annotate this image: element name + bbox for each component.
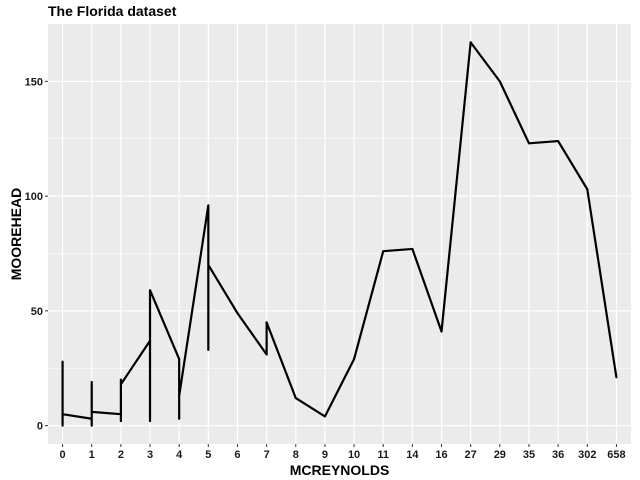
y-axis: 0 50 100 150 <box>25 76 48 433</box>
data-point <box>149 289 151 292</box>
series-layer <box>61 41 618 427</box>
data-point <box>353 358 355 360</box>
x-tick-label: 1 <box>89 449 95 461</box>
data-point <box>119 413 122 416</box>
data-point <box>382 250 385 253</box>
x-tick-label: 16 <box>435 449 447 461</box>
x-tick-label: 8 <box>293 449 299 461</box>
x-tick-label: 658 <box>607 449 625 461</box>
x-tick-label: 302 <box>578 449 596 461</box>
x-tick-label: 29 <box>494 449 506 461</box>
x-axis: 0 1 2 3 4 5 6 7 8 9 10 11 14 16 27 29 35 36 302 658 <box>60 444 626 461</box>
x-tick-label: 5 <box>205 449 211 461</box>
data-point <box>149 339 151 342</box>
data-point <box>178 394 181 397</box>
x-axis-title: MCREYNOLDS <box>290 462 390 478</box>
data-point <box>178 417 181 420</box>
x-tick-label: 0 <box>60 449 66 461</box>
data-point <box>236 312 239 315</box>
x-tick-label: 7 <box>264 449 270 461</box>
y-tick-label: 100 <box>25 191 43 203</box>
data-point <box>90 410 93 413</box>
data-point <box>119 420 122 422</box>
data-point <box>207 264 210 266</box>
x-tick-label: 4 <box>176 449 183 461</box>
data-point <box>61 424 64 427</box>
data-point <box>119 378 122 381</box>
data-point <box>61 413 64 416</box>
data-point <box>90 424 93 427</box>
data-point <box>557 140 560 142</box>
x-tick-label: 3 <box>147 449 153 461</box>
data-point <box>178 358 181 360</box>
minor-gridlines <box>48 138 631 369</box>
x-tick-label: 9 <box>322 449 328 461</box>
x-tick-label: 11 <box>377 449 389 461</box>
data-point <box>440 330 443 333</box>
x-tick-label: 14 <box>406 449 419 461</box>
y-tick-label: 50 <box>31 306 43 318</box>
data-point <box>149 420 151 422</box>
x-tick-label: 10 <box>348 449 360 461</box>
data-point <box>411 248 414 250</box>
data-point <box>119 383 122 386</box>
x-tick-label: 2 <box>118 449 124 461</box>
x-tick-label: 35 <box>523 449 535 461</box>
data-point <box>90 381 93 383</box>
data-point <box>469 41 472 44</box>
x-tick-label: 27 <box>465 449 477 461</box>
data-point <box>586 188 589 191</box>
data-point <box>207 349 210 351</box>
chart-title: The Florida dataset <box>48 3 177 19</box>
y-axis-title: MOOREHEAD <box>8 188 24 281</box>
data-point <box>498 80 501 83</box>
plot-panel <box>48 24 631 444</box>
data-point <box>265 321 268 324</box>
x-tick-label: 6 <box>234 449 240 461</box>
data-point <box>528 142 530 145</box>
data-point <box>615 376 618 379</box>
data-point <box>265 353 268 356</box>
data-point <box>61 360 64 363</box>
data-point <box>207 204 210 207</box>
data-point <box>90 417 93 420</box>
data-point <box>294 397 297 399</box>
y-tick-label: 150 <box>25 76 43 88</box>
data-point <box>324 415 326 418</box>
y-tick-label: 0 <box>37 421 43 433</box>
x-tick-label: 36 <box>552 449 564 461</box>
